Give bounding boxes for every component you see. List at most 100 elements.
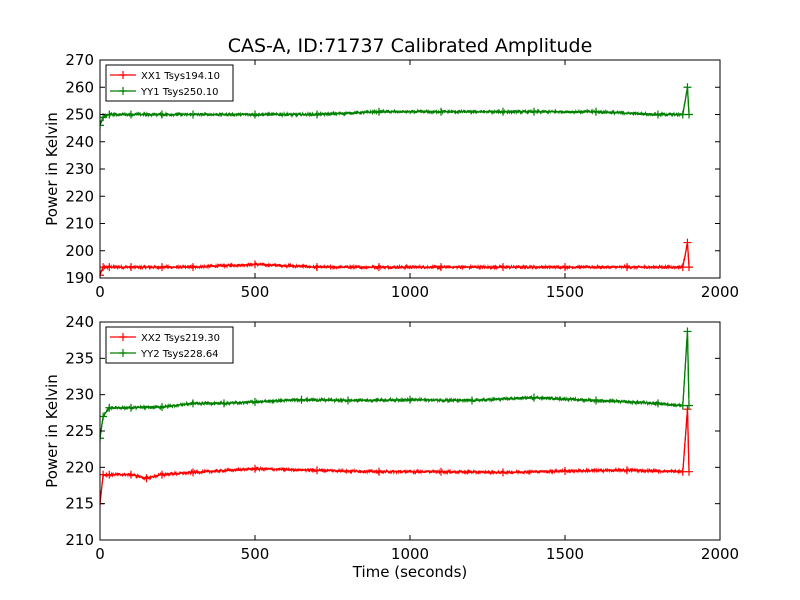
y-tick-label: 200 [65, 242, 94, 260]
x-axis-label: Time (seconds) [352, 563, 468, 581]
series-point-0-7 [251, 464, 259, 473]
y-tick-label: 235 [65, 349, 94, 367]
legend-label: XX2 Tsys219.30 [141, 333, 220, 344]
series-point-1-12 [592, 107, 600, 116]
series-point-0-12 [623, 263, 631, 272]
series-point-0-10 [499, 263, 507, 272]
y-tick-label: 210 [65, 215, 94, 233]
series-point-0-9 [437, 263, 445, 272]
series-point-0-4 [158, 263, 166, 272]
series-point-0-11 [561, 263, 569, 272]
series-point-0-9 [375, 467, 383, 476]
y-axis-label: Power in Kelvin [43, 112, 61, 226]
top-subplot: 0 500 1000 1500 2000 190 200 210 220 230 240 250 260… [43, 51, 739, 301]
series-point-1-13 [654, 110, 662, 119]
series-point-0-3 [127, 470, 135, 479]
legend-marker [119, 71, 127, 79]
y-tick-label: 230 [65, 386, 94, 404]
series-point-1-13 [592, 396, 600, 405]
x-tick-label: 2000 [701, 283, 739, 301]
series-point-0-14 [683, 238, 692, 247]
series-point-1-3 [127, 110, 135, 119]
series-point-1-7 [251, 397, 259, 406]
y-tick-label: 270 [65, 51, 94, 69]
series-point-0-12 [561, 466, 569, 475]
series-point-1-14 [654, 399, 662, 408]
x-tick-label: 2000 [701, 545, 739, 563]
series-point-0-2 [105, 470, 114, 479]
legend-box [105, 326, 234, 364]
x-tick-label: 500 [241, 283, 270, 301]
y-tick-label: 220 [65, 458, 94, 476]
series-point-1-7 [313, 110, 321, 119]
series-point-0-6 [251, 260, 259, 269]
series-point-0-5 [158, 470, 166, 479]
series-point-0-6 [189, 468, 197, 477]
series-point-1-10 [406, 395, 414, 404]
series-point-0-4 [142, 474, 151, 483]
x-tick-label: 1500 [546, 545, 584, 563]
y-tick-label: 215 [65, 495, 94, 513]
legend-box [105, 64, 234, 102]
x-tick-label: 1500 [546, 283, 584, 301]
series-point-1-9 [437, 107, 445, 116]
y-tick-label: 225 [65, 422, 94, 440]
series-point-0-2 [105, 263, 114, 272]
series-point-1-6 [251, 110, 259, 119]
series-point-1-4 [158, 403, 166, 412]
series-point-0-15 [685, 263, 693, 272]
series-point-0-8 [313, 466, 321, 475]
legend-label: XX1 Tsys194.10 [141, 71, 220, 82]
series-point-1-6 [220, 399, 228, 408]
series-point-1-0 [100, 121, 104, 130]
series-point-1-2 [105, 110, 114, 119]
series-point-1-2 [105, 403, 114, 412]
series-point-0-0 [100, 271, 104, 278]
series-keyline-0 [100, 242, 690, 276]
series-point-1-4 [158, 110, 166, 119]
series-point-1-3 [127, 403, 135, 412]
y-tick-label: 220 [65, 187, 94, 205]
series-point-0-11 [499, 468, 507, 477]
legend-label: YY2 Tsys228.64 [140, 349, 219, 360]
series-point-1-11 [468, 396, 476, 405]
y-tick-label: 190 [65, 269, 94, 287]
y-tick-label: 260 [65, 78, 94, 96]
legend-marker [119, 349, 127, 357]
series-point-0-13 [623, 466, 631, 475]
series-point-1-9 [344, 396, 352, 405]
y-tick-label: 240 [65, 313, 94, 331]
y-tick-label: 250 [65, 106, 94, 124]
x-tick-label: 1000 [391, 283, 429, 301]
series-point-1-11 [530, 107, 538, 116]
series-point-0-7 [313, 263, 321, 272]
x-tick-label: 500 [241, 545, 270, 563]
series-point-1-17 [685, 401, 693, 410]
series-point-0-3 [127, 263, 135, 272]
series-point-0-10 [437, 467, 445, 476]
data-layer [100, 83, 693, 278]
series-point-1-8 [375, 107, 383, 116]
figure-title: CAS-A, ID:71737 Calibrated Amplitude [228, 35, 593, 57]
y-tick-label: 230 [65, 160, 94, 178]
bottom-subplot: 0 500 1000 1500 2000 210 215 220 225 230 235 240 Pow… [43, 313, 739, 581]
series-point-1-5 [189, 110, 197, 119]
series-point-1-8 [297, 395, 306, 404]
x-tick-label: 0 [95, 545, 105, 563]
legend-marker [119, 333, 127, 341]
series-point-0-5 [189, 263, 197, 272]
series-point-1-10 [499, 107, 507, 116]
data-layer [100, 327, 693, 508]
x-tick-label: 1000 [391, 545, 429, 563]
series-point-1-5 [189, 399, 197, 408]
series-point-0-16 [685, 467, 693, 476]
legend-label: YY1 Tsys250.10 [140, 87, 219, 98]
series-point-1-0 [100, 434, 104, 443]
y-tick-label: 240 [65, 133, 94, 151]
y-axis-label: Power in Kelvin [43, 374, 61, 488]
legend-marker [119, 87, 127, 95]
series-point-1-12 [530, 393, 538, 402]
series-point-0-15 [683, 405, 692, 414]
x-tick-label: 0 [95, 283, 105, 301]
